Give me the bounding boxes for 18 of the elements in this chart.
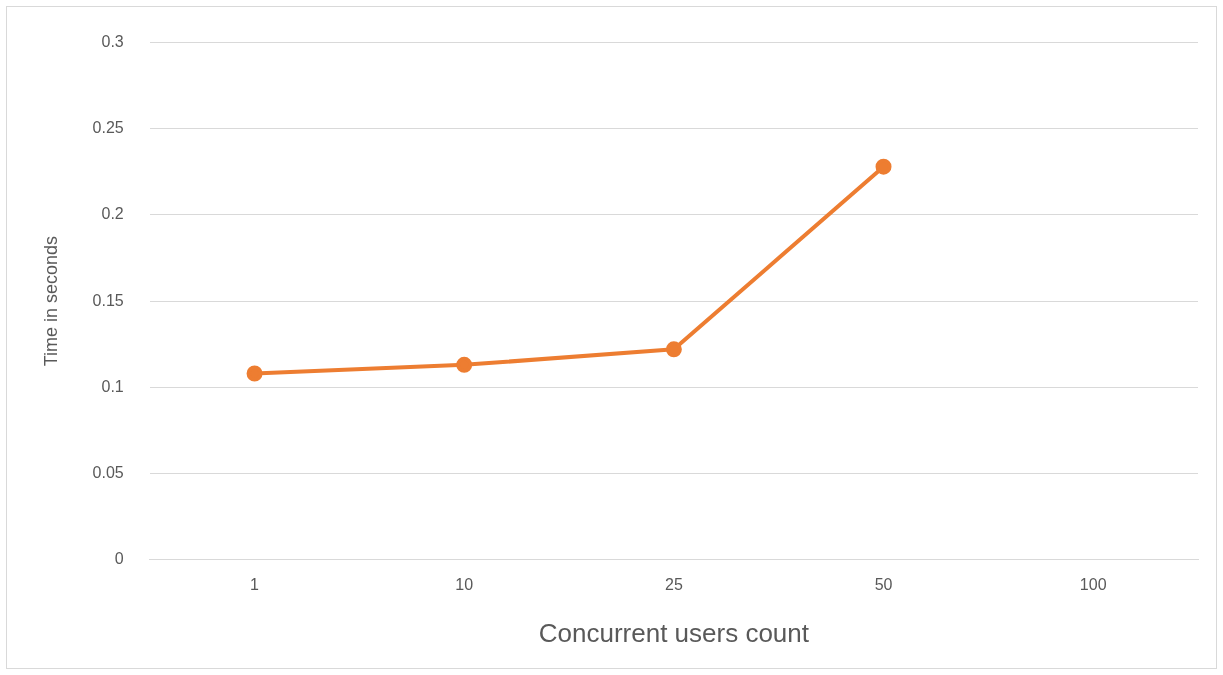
x-tick-label: 10 (455, 575, 474, 593)
y-tick-label: 0.1 (101, 377, 124, 395)
y-tick-label: 0.15 (92, 291, 124, 309)
y-tick-label: 0.3 (101, 33, 124, 51)
y-tick-label: 0.2 (101, 205, 124, 223)
y-tick-label: 0.05 (92, 463, 124, 481)
y-tick-label: 0.25 (92, 119, 124, 137)
x-tick-label: 100 (1079, 575, 1107, 593)
point (875, 158, 892, 175)
point (456, 356, 473, 373)
y-tick-label: 0 (114, 550, 124, 568)
x-tick-label: 50 (874, 575, 893, 593)
y-axis-title: Time in seconds (40, 235, 61, 367)
x-tick-label: 1 (250, 575, 260, 593)
x-axis-title: Concurrent users count (538, 617, 810, 648)
point (246, 365, 263, 382)
point (665, 341, 682, 358)
x-tick-label: 25 (664, 575, 683, 593)
